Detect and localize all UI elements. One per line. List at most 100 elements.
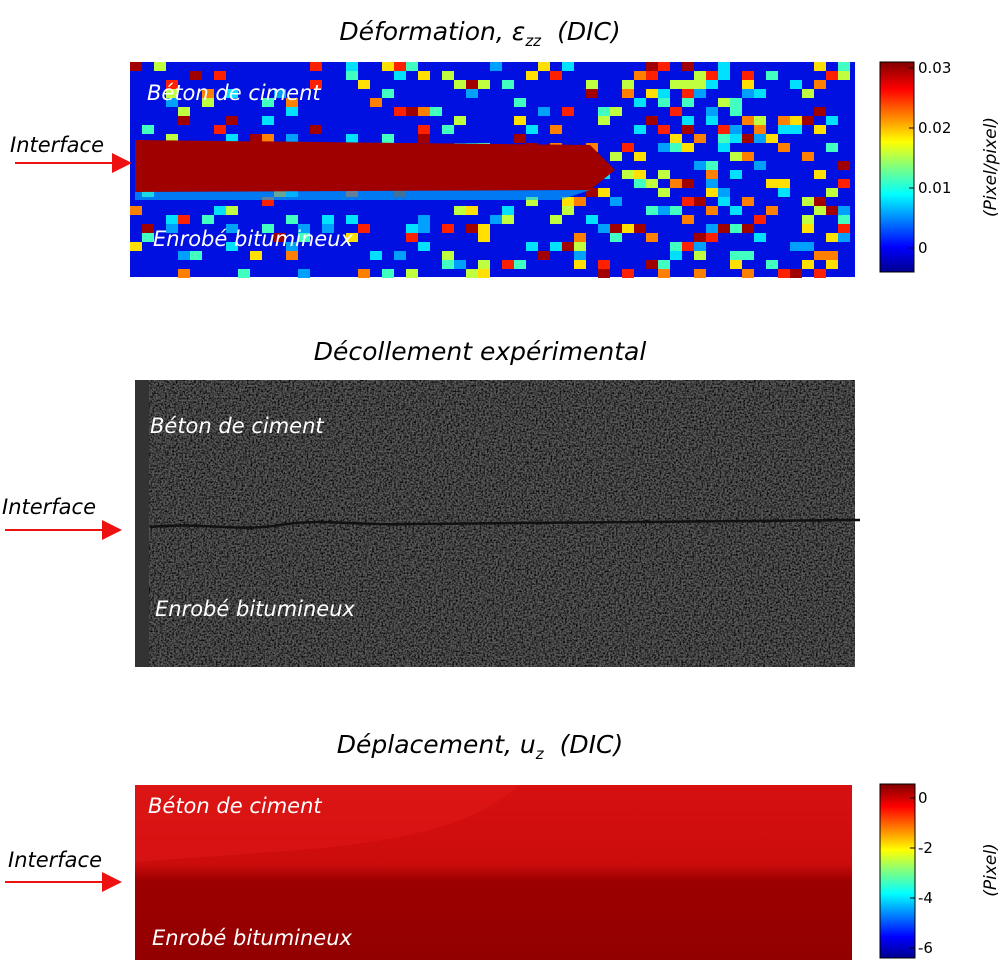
colorbar: [879, 61, 915, 273]
strain-cell: [706, 188, 718, 197]
strain-cell: [406, 269, 418, 278]
strain-cell: [694, 197, 706, 206]
strain-cell: [586, 188, 598, 197]
strain-cell: [754, 215, 766, 224]
strain-cell: [406, 233, 418, 242]
strain-cell: [718, 98, 730, 107]
strain-cell: [730, 98, 742, 107]
strain-cell: [694, 161, 706, 170]
strain-cell: [718, 62, 730, 71]
panel-title: Déplacement, uz (DIC): [337, 730, 623, 763]
strain-cell: [550, 242, 562, 251]
colorbar-tick-label: 0.01: [918, 179, 951, 197]
strain-cell: [754, 161, 766, 170]
strain-cell: [670, 107, 682, 116]
strain-cell: [694, 80, 706, 89]
strain-cell: [838, 224, 850, 233]
strain-cell: [562, 107, 574, 116]
strain-cell: [394, 107, 406, 116]
strain-cell: [418, 224, 430, 233]
strain-cell: [574, 251, 586, 260]
strain-cell: [286, 242, 298, 251]
colorbar-tick-label: 0.03: [918, 59, 951, 77]
strain-cell: [826, 116, 838, 125]
strain-cell: [562, 242, 574, 251]
strain-cell: [466, 269, 478, 278]
crack: [149, 518, 861, 529]
strain-cell: [658, 143, 670, 152]
strain-cell: [610, 224, 622, 233]
strain-cell: [574, 260, 586, 269]
strain-cell: [214, 206, 226, 215]
strain-cell: [418, 215, 430, 224]
strain-cell: [838, 71, 850, 80]
strain-cell: [478, 233, 490, 242]
strain-cell: [562, 197, 574, 206]
strain-cell: [526, 71, 538, 80]
strain-cell: [310, 80, 322, 89]
strain-cell: [190, 71, 202, 80]
strain-cell: [358, 224, 370, 233]
strain-cell: [538, 107, 550, 116]
strain-cell: [226, 206, 238, 215]
strain-cell: [586, 215, 598, 224]
strain-cell: [394, 251, 406, 260]
strain-cell: [286, 107, 298, 116]
strain-cell: [802, 224, 814, 233]
strain-cell: [598, 260, 610, 269]
strain-cell: [706, 170, 718, 179]
strain-cell: [538, 62, 550, 71]
strain-cell: [610, 152, 622, 161]
strain-cell: [742, 269, 754, 278]
strain-cell: [790, 116, 802, 125]
strain-cell: [706, 224, 718, 233]
strain-cell: [766, 179, 778, 188]
strain-cell: [226, 242, 238, 251]
strain-cell: [838, 215, 850, 224]
lower-label: Enrobé bitumineux: [153, 227, 354, 251]
strain-cell: [658, 98, 670, 107]
strain-cell: [454, 116, 466, 125]
strain-cell: [442, 224, 454, 233]
strain-cell: [694, 233, 706, 242]
strain-cell: [838, 62, 850, 71]
strain-cell: [574, 233, 586, 242]
strain-cell: [826, 188, 838, 197]
strain-cell: [802, 215, 814, 224]
strain-cell: [682, 98, 694, 107]
strain-cell: [526, 242, 538, 251]
strain-cell: [286, 251, 298, 260]
strain-cell: [706, 80, 718, 89]
strain-cell: [706, 161, 718, 170]
strain-band: [135, 140, 615, 192]
strain-cell: [226, 224, 238, 233]
strain-cell: [382, 134, 394, 143]
strain-cell: [598, 107, 610, 116]
strain-cell: [178, 116, 190, 125]
strain-cell: [730, 224, 742, 233]
strain-cell: [802, 197, 814, 206]
strain-cell: [742, 80, 754, 89]
strain-cell: [490, 62, 502, 71]
strain-cell: [430, 107, 442, 116]
strain-cell: [442, 251, 454, 260]
strain-cell: [778, 125, 790, 134]
strain-cell: [682, 125, 694, 134]
strain-cell: [682, 116, 694, 125]
strain-cell: [598, 269, 610, 278]
panel-title: Décollement expérimental: [314, 337, 647, 366]
strain-cell: [574, 197, 586, 206]
strain-cell: [826, 71, 838, 80]
strain-cell: [682, 179, 694, 188]
strain-cell: [142, 125, 154, 134]
strain-cell: [826, 233, 838, 242]
strain-cell: [346, 215, 358, 224]
strain-cell: [646, 233, 658, 242]
strain-cell: [526, 125, 538, 134]
strain-cell: [262, 224, 274, 233]
strain-cell: [466, 89, 478, 98]
strain-cell: [622, 80, 634, 89]
strain-cell: [598, 224, 610, 233]
strain-cell: [550, 71, 562, 80]
